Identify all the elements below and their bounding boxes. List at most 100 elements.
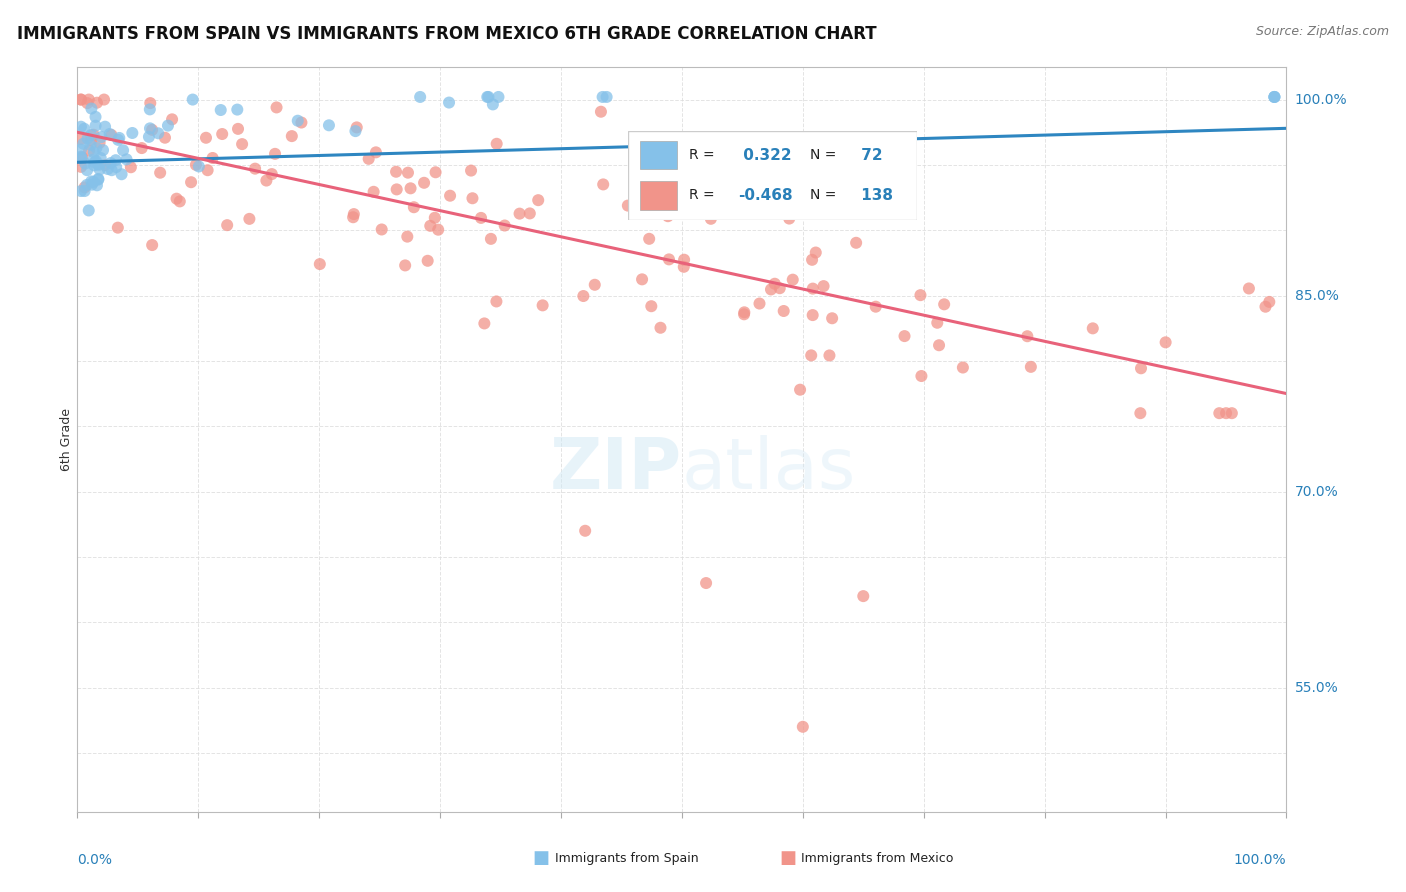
Point xyxy=(370,222,392,236)
Point xyxy=(852,589,875,603)
Point xyxy=(131,141,153,155)
Point xyxy=(1154,335,1177,350)
Point xyxy=(77,144,100,158)
Point xyxy=(108,131,131,145)
Point xyxy=(104,153,127,168)
Point xyxy=(592,90,614,104)
Point xyxy=(1017,329,1039,343)
Text: ■: ■ xyxy=(779,849,796,867)
Point xyxy=(73,121,96,136)
Point xyxy=(437,95,460,110)
Point xyxy=(254,173,277,187)
Point xyxy=(357,152,380,166)
Point xyxy=(180,175,202,189)
Point xyxy=(470,211,492,225)
Point xyxy=(86,141,108,155)
Point xyxy=(166,192,188,206)
Text: 138: 138 xyxy=(856,188,893,202)
Point xyxy=(70,151,93,165)
Point xyxy=(695,576,717,591)
Text: Source: ZipAtlas.com: Source: ZipAtlas.com xyxy=(1256,25,1389,38)
Point xyxy=(79,137,101,152)
Point xyxy=(574,524,596,538)
Point xyxy=(461,191,484,205)
Point xyxy=(80,128,103,142)
Point xyxy=(70,120,93,134)
Point xyxy=(1263,90,1285,104)
Point xyxy=(650,320,672,334)
Text: atlas: atlas xyxy=(682,434,856,504)
Text: -0.468: -0.468 xyxy=(738,188,793,202)
Text: 0.0%: 0.0% xyxy=(77,853,112,867)
Point xyxy=(187,160,209,174)
Point xyxy=(673,252,696,267)
Point xyxy=(91,143,114,157)
Point xyxy=(100,128,122,142)
Point xyxy=(343,207,366,221)
Point xyxy=(364,145,387,160)
Point xyxy=(83,128,105,142)
Point xyxy=(266,100,288,114)
Point xyxy=(755,150,778,164)
Point xyxy=(87,157,110,171)
Point xyxy=(342,211,364,225)
Point xyxy=(75,156,97,170)
Point xyxy=(86,95,108,110)
Point xyxy=(640,299,662,313)
Point xyxy=(460,163,482,178)
Point xyxy=(72,136,94,151)
Point xyxy=(83,145,105,160)
Point xyxy=(589,104,612,119)
Point xyxy=(927,316,949,330)
Point xyxy=(416,253,439,268)
Point xyxy=(658,252,681,267)
Point xyxy=(778,211,800,226)
Point xyxy=(818,348,841,362)
Point xyxy=(139,121,162,136)
Text: Immigrants from Mexico: Immigrants from Mexico xyxy=(801,852,953,864)
Point xyxy=(657,209,679,223)
Point xyxy=(789,383,811,397)
Point xyxy=(226,103,249,117)
Point xyxy=(226,121,249,136)
Point xyxy=(592,178,614,192)
Point xyxy=(1263,90,1285,104)
Point xyxy=(439,188,461,202)
Point xyxy=(385,182,408,196)
Text: 100.0%: 100.0% xyxy=(1234,853,1286,867)
Point xyxy=(87,172,110,186)
Point xyxy=(211,127,233,141)
Point xyxy=(153,130,176,145)
Text: Immigrants from Spain: Immigrants from Spain xyxy=(555,852,699,864)
Point xyxy=(318,118,340,132)
Point xyxy=(423,211,446,225)
Point xyxy=(346,120,368,135)
Text: 100.0%: 100.0% xyxy=(1295,93,1347,106)
Point xyxy=(399,181,422,195)
Point xyxy=(595,90,617,104)
Point xyxy=(952,360,974,375)
Point xyxy=(494,219,516,233)
Point xyxy=(363,185,385,199)
Point xyxy=(76,163,98,178)
Point xyxy=(70,160,93,174)
Point xyxy=(238,211,260,226)
Point xyxy=(70,132,93,146)
Point xyxy=(772,304,794,318)
Point xyxy=(801,308,824,322)
Point xyxy=(89,162,111,177)
Point xyxy=(290,115,312,129)
Point xyxy=(73,180,96,194)
Point xyxy=(733,307,755,321)
Point xyxy=(82,175,104,189)
Bar xyxy=(640,181,678,210)
Point xyxy=(1258,294,1281,309)
Y-axis label: 6th Grade: 6th Grade xyxy=(60,408,73,471)
Point xyxy=(733,305,755,319)
Point xyxy=(1215,406,1237,420)
Point xyxy=(308,257,330,271)
Point xyxy=(531,298,554,312)
Point xyxy=(281,129,304,144)
Point xyxy=(485,136,508,151)
Point xyxy=(231,137,253,152)
